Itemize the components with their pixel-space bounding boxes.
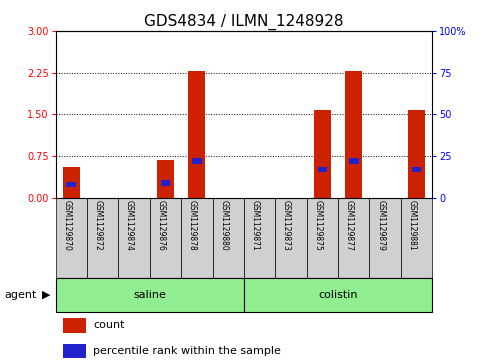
- Bar: [56, 278, 244, 312]
- Text: GSM1129880: GSM1129880: [219, 200, 228, 251]
- Bar: [307, 198, 338, 278]
- Bar: [192, 158, 201, 164]
- Bar: [87, 198, 118, 278]
- Bar: [314, 110, 331, 198]
- Bar: [181, 198, 213, 278]
- Bar: [275, 198, 307, 278]
- Bar: [188, 71, 205, 198]
- Text: GSM1129877: GSM1129877: [345, 200, 354, 251]
- Text: GSM1129873: GSM1129873: [282, 200, 291, 251]
- Bar: [56, 198, 87, 278]
- Text: GSM1129870: GSM1129870: [62, 200, 71, 251]
- Text: GSM1129881: GSM1129881: [408, 200, 416, 251]
- Bar: [63, 344, 85, 358]
- Text: saline: saline: [133, 290, 166, 300]
- Bar: [63, 167, 80, 198]
- Bar: [67, 182, 76, 187]
- Title: GDS4834 / ILMN_1248928: GDS4834 / ILMN_1248928: [144, 13, 344, 29]
- Bar: [412, 167, 421, 172]
- Text: GSM1129871: GSM1129871: [251, 200, 260, 251]
- Bar: [157, 160, 174, 198]
- Bar: [161, 180, 170, 185]
- Text: GSM1129879: GSM1129879: [376, 200, 385, 251]
- Bar: [244, 278, 432, 312]
- Bar: [349, 158, 358, 164]
- Bar: [401, 198, 432, 278]
- Bar: [369, 198, 401, 278]
- Text: agent: agent: [5, 290, 37, 300]
- Text: GSM1129876: GSM1129876: [156, 200, 165, 251]
- Bar: [345, 71, 362, 198]
- Text: GSM1129872: GSM1129872: [94, 200, 103, 251]
- Bar: [244, 198, 275, 278]
- Text: colistin: colistin: [318, 290, 358, 300]
- Text: count: count: [93, 321, 125, 330]
- Bar: [338, 198, 369, 278]
- Bar: [318, 167, 327, 172]
- Bar: [213, 198, 244, 278]
- Text: GSM1129874: GSM1129874: [125, 200, 134, 251]
- Text: GSM1129875: GSM1129875: [313, 200, 323, 251]
- Bar: [408, 110, 425, 198]
- Bar: [118, 198, 150, 278]
- Bar: [63, 318, 85, 333]
- Text: GSM1129878: GSM1129878: [188, 200, 197, 251]
- Text: ▶: ▶: [42, 290, 50, 300]
- Text: percentile rank within the sample: percentile rank within the sample: [93, 346, 281, 356]
- Bar: [150, 198, 181, 278]
